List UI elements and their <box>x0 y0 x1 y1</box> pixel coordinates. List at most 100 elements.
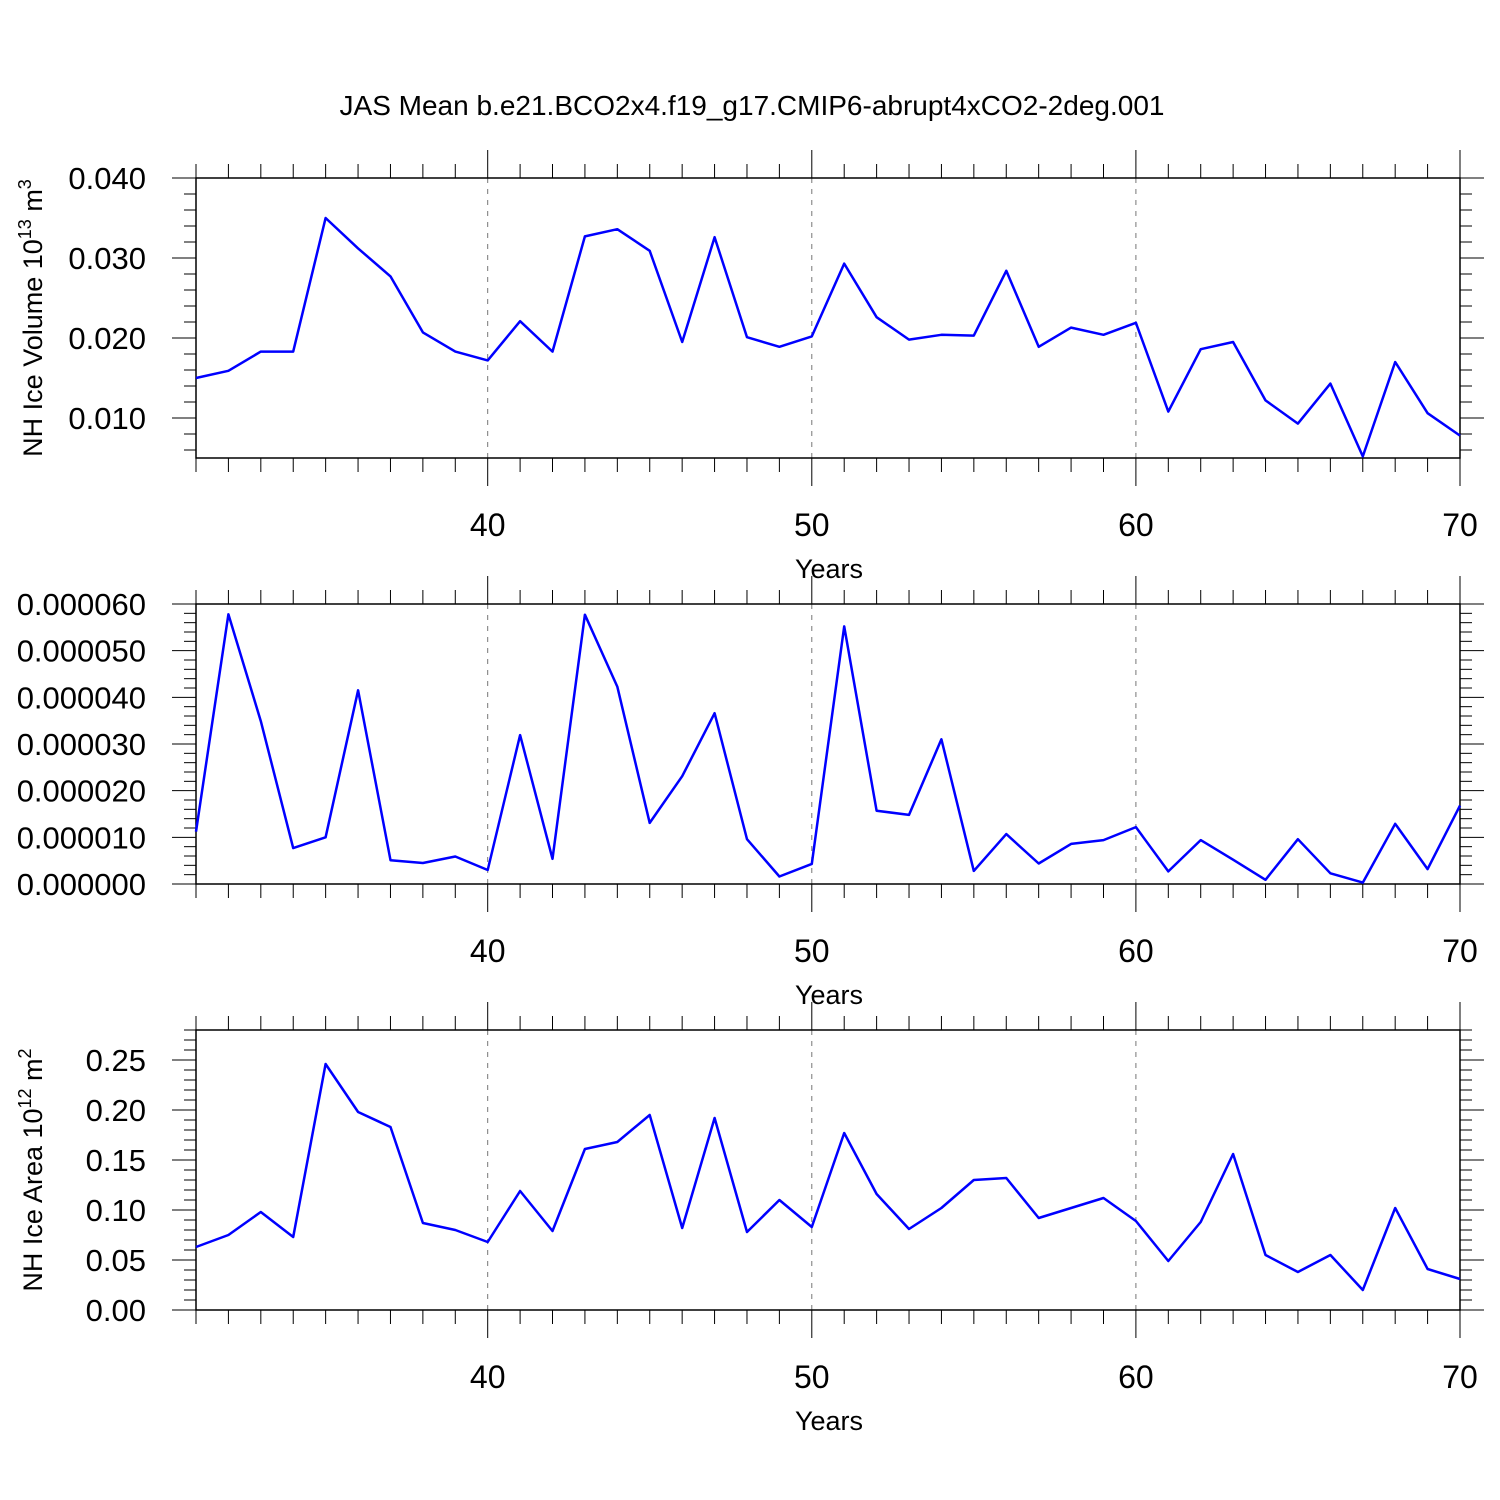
data-point <box>745 837 749 841</box>
x-tick-label: 60 <box>1118 933 1154 969</box>
data-point <box>1426 867 1430 871</box>
x-tick-label: 40 <box>470 507 506 543</box>
data-point <box>1004 832 1008 836</box>
data-point <box>486 868 490 872</box>
data-point <box>1296 1270 1300 1274</box>
data-point <box>615 685 619 689</box>
data-point <box>1166 410 1170 414</box>
data-point <box>388 1125 392 1129</box>
data-point <box>1361 881 1365 885</box>
data-point <box>875 315 879 319</box>
y-tick-label: 0.10 <box>86 1193 146 1228</box>
data-point <box>972 1178 976 1182</box>
y-tick-label: 0.020 <box>68 321 146 356</box>
x-tick-label: 50 <box>794 933 830 969</box>
data-point <box>583 234 587 238</box>
data-point <box>518 319 522 323</box>
figure-title: JAS Mean b.e21.BCO2x4.f19_g17.CMIP6-abru… <box>340 90 1165 121</box>
data-point <box>1199 1220 1203 1224</box>
y-tick-label: 0.000040 <box>17 680 146 715</box>
data-point <box>551 350 555 354</box>
y-tick-label: 0.05 <box>86 1243 146 1278</box>
data-point <box>291 1235 295 1239</box>
data-point <box>745 335 749 339</box>
data-point <box>1004 1176 1008 1180</box>
data-point <box>1296 422 1300 426</box>
data-point <box>1393 822 1397 826</box>
y-tick-label: 0.20 <box>86 1093 146 1128</box>
data-point <box>777 345 781 349</box>
data-point <box>421 330 425 334</box>
data-point <box>1264 398 1268 402</box>
data-point <box>907 813 911 817</box>
data-point <box>1199 838 1203 842</box>
x-axis-label: Years <box>795 1406 863 1436</box>
data-point <box>194 376 198 380</box>
data-point <box>1393 360 1397 364</box>
data-point <box>1458 434 1462 438</box>
data-point <box>1264 1253 1268 1257</box>
data-point <box>226 1233 230 1237</box>
data-point <box>194 1245 198 1249</box>
y-tick-label: 0.010 <box>68 401 146 436</box>
y-tick-label: 0.000020 <box>17 774 146 809</box>
data-point <box>453 1228 457 1232</box>
data-point <box>1101 838 1105 842</box>
data-point <box>1296 837 1300 841</box>
data-point <box>551 1229 555 1233</box>
data-point <box>486 1240 490 1244</box>
y-tick-label: 0.000050 <box>17 634 146 669</box>
plot-frame <box>195 177 1461 459</box>
series-line <box>195 1062 1461 1292</box>
data-point <box>1199 347 1203 351</box>
data-point <box>1458 804 1462 808</box>
y-tick-label: 0.25 <box>86 1043 146 1078</box>
data-point <box>1426 1267 1430 1271</box>
series-line <box>195 216 1461 458</box>
panel-ice-volume: 40 50 60 70 0.010 0.020 0.030 0.040 Years NH Ice … <box>15 150 1484 584</box>
data-point <box>1004 269 1008 273</box>
data-point <box>453 854 457 858</box>
data-point <box>1426 411 1430 415</box>
data-point <box>583 1147 587 1151</box>
data-point <box>324 216 328 220</box>
data-point <box>259 350 263 354</box>
data-point <box>907 1227 911 1231</box>
data-point <box>648 821 652 825</box>
data-point <box>1101 333 1105 337</box>
panel-ice-area: 40 50 60 70 0.00 0.05 0.10 0.15 0.20 0.25 Years NH … <box>15 1002 1484 1436</box>
x-tick-label: 70 <box>1442 933 1478 969</box>
x-tick-label: 70 <box>1442 1359 1478 1395</box>
data-point <box>324 1062 328 1066</box>
y-axis-label: NH Ice Area 1012 m2 <box>15 1048 48 1291</box>
data-point <box>907 338 911 342</box>
data-point <box>680 774 684 778</box>
y-tick-label: 0.00 <box>86 1293 146 1328</box>
data-point <box>615 227 619 231</box>
data-point <box>680 1226 684 1230</box>
data-point <box>1361 454 1365 458</box>
data-point <box>518 733 522 737</box>
data-point <box>518 1189 522 1193</box>
y-tick-label: 0.030 <box>68 241 146 276</box>
y-tick-label: 0.15 <box>86 1143 146 1178</box>
data-point <box>842 262 846 266</box>
data-point <box>842 624 846 628</box>
data-point <box>486 358 490 362</box>
data-point <box>1264 878 1268 882</box>
data-point <box>939 333 943 337</box>
data-point <box>1458 1277 1462 1281</box>
plot-frame <box>195 1029 1461 1311</box>
x-axis-label: Years <box>795 980 863 1010</box>
x-tick-label: 60 <box>1118 1359 1154 1395</box>
data-point <box>194 830 198 834</box>
data-point <box>453 350 457 354</box>
data-point <box>356 246 360 250</box>
data-point <box>1393 1206 1397 1210</box>
data-point <box>259 1210 263 1214</box>
data-point <box>1361 1288 1365 1292</box>
x-tick-label: 50 <box>794 1359 830 1395</box>
data-point <box>226 612 230 616</box>
data-point <box>875 1192 879 1196</box>
